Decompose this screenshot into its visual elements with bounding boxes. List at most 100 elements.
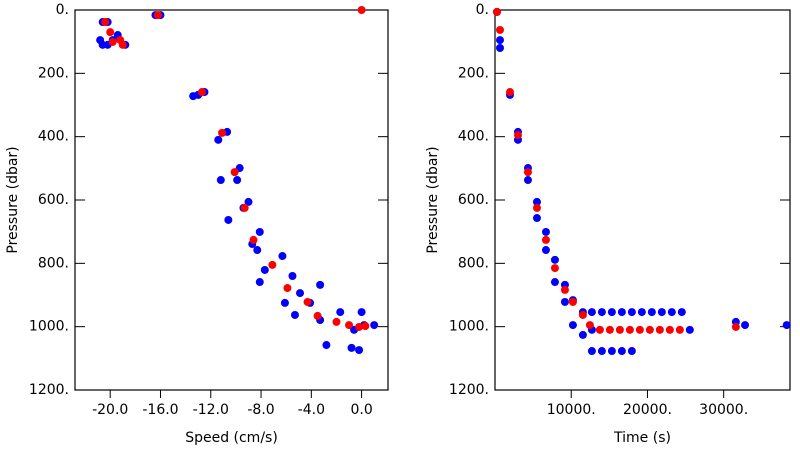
point: [316, 280, 325, 289]
point: [607, 308, 616, 317]
point: [677, 308, 686, 317]
point: [260, 265, 269, 274]
x-tick-label: 20000.: [623, 402, 672, 418]
point: [370, 321, 379, 330]
point: [255, 227, 264, 236]
point: [513, 131, 522, 140]
point: [550, 264, 559, 273]
point: [597, 308, 606, 317]
x-tick-label: -12.0: [193, 402, 229, 418]
point: [532, 214, 541, 223]
point: [523, 176, 532, 185]
point: [313, 311, 322, 320]
point: [108, 37, 117, 46]
y-tick-label: 400.: [458, 129, 489, 145]
point: [322, 341, 331, 350]
y-tick-label: 1000.: [449, 319, 489, 335]
point: [355, 322, 364, 331]
point: [550, 255, 559, 264]
y-axis-label: Pressure (dbar): [425, 146, 441, 253]
point: [240, 203, 249, 212]
point: [355, 346, 364, 355]
point: [216, 176, 225, 185]
x-tick-label: -4.0: [298, 402, 325, 418]
y-tick-label: 1200.: [449, 382, 489, 398]
point: [224, 215, 233, 224]
point: [550, 278, 559, 287]
point: [615, 325, 624, 334]
y-tick-label: 1200.: [29, 382, 69, 398]
y-tick-label: 600.: [458, 192, 489, 208]
point: [627, 308, 636, 317]
point: [495, 25, 504, 34]
point: [332, 317, 341, 326]
point: [578, 310, 587, 319]
point: [532, 203, 541, 212]
point: [233, 176, 242, 185]
point: [361, 322, 370, 331]
y-tick-label: 800.: [38, 255, 69, 271]
point: [268, 260, 277, 269]
point: [230, 168, 239, 177]
x-axis-label: Time (s): [613, 430, 671, 446]
point: [741, 321, 750, 330]
point: [495, 36, 504, 45]
y-tick-label: 400.: [38, 129, 69, 145]
x-tick-label: 0.0: [350, 402, 372, 418]
y-tick-label: 200.: [458, 65, 489, 81]
point: [665, 325, 674, 334]
point: [523, 168, 532, 177]
point: [218, 128, 227, 137]
point: [568, 297, 577, 306]
y-axis-label: Pressure (dbar): [5, 146, 21, 253]
plot-frame: [74, 9, 389, 391]
point: [637, 308, 646, 317]
point: [657, 308, 666, 317]
point: [303, 297, 312, 306]
point: [118, 40, 127, 49]
point: [627, 347, 636, 356]
point: [655, 325, 664, 334]
x-axis-label: Speed (cm/s): [185, 430, 278, 446]
point: [280, 298, 289, 307]
point: [635, 325, 644, 334]
point: [345, 321, 354, 330]
point: [296, 289, 305, 298]
point: [675, 325, 684, 334]
point: [253, 246, 262, 255]
point: [278, 252, 287, 261]
x-tick-label: 30000.: [699, 402, 748, 418]
y-tick-label: 800.: [458, 255, 489, 271]
point: [255, 278, 264, 287]
y-tick-label: 600.: [38, 192, 69, 208]
point: [541, 235, 550, 244]
point: [541, 246, 550, 255]
y-tick-label: 0.: [56, 2, 69, 18]
point: [645, 325, 654, 334]
point: [495, 44, 504, 52]
point: [357, 308, 366, 317]
x-tick-label: 10000.: [547, 402, 596, 418]
point: [214, 135, 223, 144]
point: [587, 347, 596, 356]
point: [585, 321, 594, 330]
point: [336, 308, 345, 317]
point: [607, 347, 616, 356]
point: [153, 11, 162, 20]
point: [492, 7, 501, 16]
y-tick-label: 0.: [476, 2, 489, 18]
point: [667, 308, 676, 317]
point: [578, 330, 587, 339]
point: [249, 235, 258, 244]
point: [647, 308, 656, 317]
point: [587, 308, 596, 317]
point: [505, 88, 514, 97]
point: [560, 297, 569, 306]
y-tick-label: 200.: [38, 65, 69, 81]
point: [560, 285, 569, 294]
point: [101, 18, 110, 27]
x-tick-label: -8.0: [247, 402, 274, 418]
point: [617, 308, 626, 317]
point: [782, 321, 791, 330]
